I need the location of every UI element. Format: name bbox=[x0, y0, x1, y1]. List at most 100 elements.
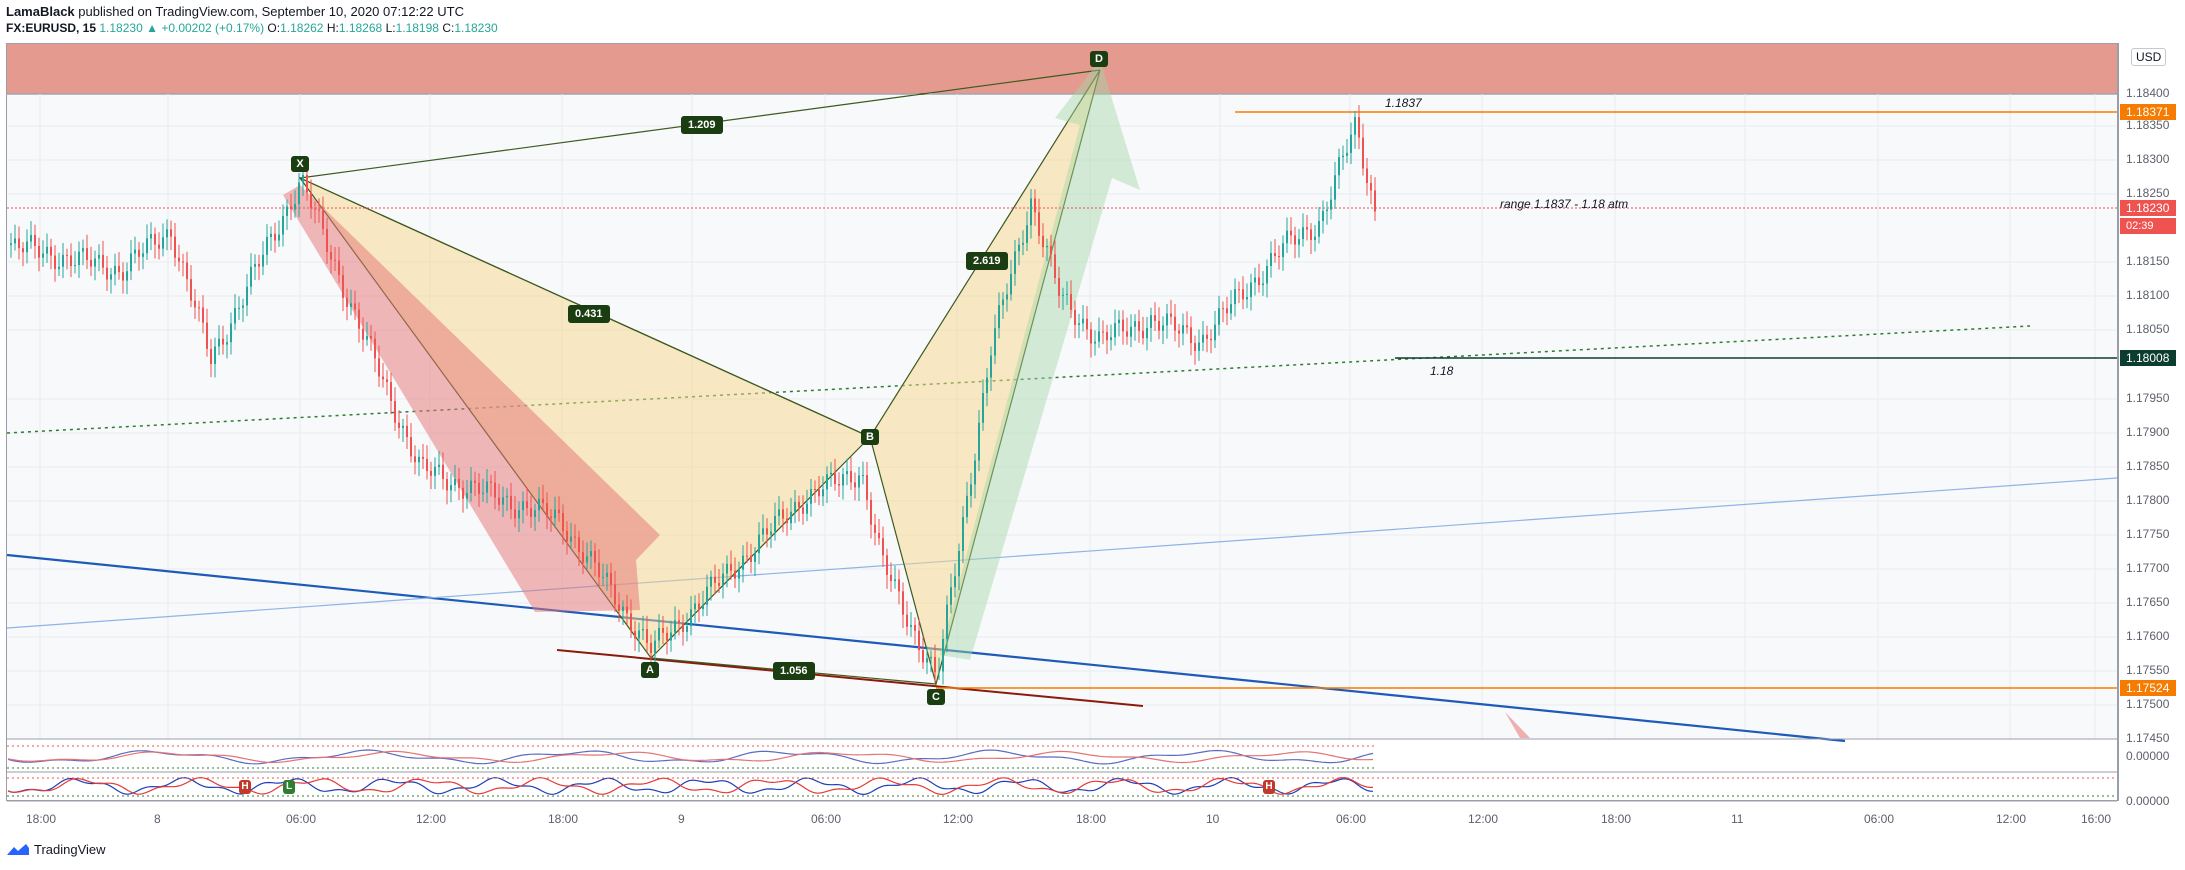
candle-body bbox=[626, 606, 628, 614]
point-d-label[interactable]: D bbox=[1090, 51, 1108, 67]
candle-body bbox=[858, 475, 860, 488]
ratio-xd[interactable]: 1.209 bbox=[681, 116, 723, 134]
candle-body bbox=[486, 481, 488, 493]
candle-body bbox=[758, 534, 760, 554]
ratio-ac[interactable]: 1.056 bbox=[773, 662, 815, 680]
candle-body bbox=[1226, 308, 1228, 314]
candle-body bbox=[1038, 212, 1040, 236]
candle-body bbox=[862, 475, 864, 477]
candle-body bbox=[174, 236, 176, 258]
tradingview-footer[interactable]: TradingView bbox=[6, 842, 106, 857]
candle-body bbox=[170, 229, 172, 237]
candle-body bbox=[1098, 331, 1100, 342]
candle-body bbox=[1298, 239, 1300, 245]
tradingview-logo-icon bbox=[7, 843, 29, 855]
candle-body bbox=[1086, 318, 1088, 330]
currency-button[interactable]: USD bbox=[2131, 48, 2167, 66]
candle-body bbox=[1178, 330, 1180, 334]
candle-body bbox=[402, 425, 404, 429]
candle-body bbox=[886, 555, 888, 575]
publish-info: LamaBlack published on TradingView.com, … bbox=[6, 4, 464, 19]
down-arrow bbox=[283, 185, 660, 612]
candle-body bbox=[146, 238, 148, 254]
symbol-name[interactable]: FX:EURUSD, 15 bbox=[6, 21, 97, 35]
price-axis[interactable] bbox=[2118, 43, 2185, 801]
candle-body bbox=[1174, 316, 1176, 331]
candle-body bbox=[1010, 273, 1012, 295]
candle-body bbox=[98, 254, 100, 259]
candle-body bbox=[978, 422, 980, 461]
candle-body bbox=[234, 308, 236, 324]
candle-body bbox=[1074, 309, 1076, 325]
candle-body bbox=[1062, 294, 1064, 296]
candle-body bbox=[290, 206, 292, 210]
candle-body bbox=[1054, 254, 1056, 278]
candle-body bbox=[582, 552, 584, 563]
candle-body bbox=[1134, 321, 1136, 327]
candle-body bbox=[490, 481, 492, 483]
candle-body bbox=[330, 251, 332, 260]
candle-body bbox=[1354, 117, 1356, 135]
candle-body bbox=[374, 338, 376, 359]
candle-body bbox=[454, 478, 456, 486]
candle-body bbox=[230, 323, 232, 343]
candle-body bbox=[394, 400, 396, 423]
candle-body bbox=[46, 246, 48, 254]
candle-body bbox=[466, 492, 468, 499]
candle-body bbox=[1266, 265, 1268, 284]
oscillator-line bbox=[7, 776, 1373, 796]
candle-body bbox=[406, 425, 408, 438]
candle-body bbox=[1370, 182, 1372, 191]
candle-body bbox=[1042, 235, 1044, 248]
candle-body bbox=[126, 271, 128, 281]
candle-body bbox=[950, 587, 952, 605]
author-name[interactable]: LamaBlack bbox=[6, 4, 75, 19]
candle-body bbox=[1202, 334, 1204, 343]
candle-body bbox=[538, 498, 540, 511]
candle-body bbox=[594, 551, 596, 563]
candle-body bbox=[874, 524, 876, 533]
point-x-label[interactable]: X bbox=[291, 156, 309, 172]
candle-body bbox=[550, 516, 552, 519]
candle-body bbox=[842, 474, 844, 486]
ratio-xb[interactable]: 0.431 bbox=[568, 305, 610, 323]
candle-body bbox=[682, 622, 684, 632]
candle-body bbox=[366, 336, 368, 340]
price-tick-label: 1.18350 bbox=[2126, 118, 2170, 132]
candle-body bbox=[162, 237, 164, 249]
candle-body bbox=[742, 555, 744, 570]
candle-body bbox=[1334, 175, 1336, 200]
candle-body bbox=[870, 499, 872, 525]
point-b-label[interactable]: B bbox=[861, 429, 879, 445]
candle-body bbox=[30, 235, 32, 242]
symbol-legend: FX:EURUSD, 15 1.18230 ▲ +0.00202 (+0.17%… bbox=[6, 21, 498, 35]
candle-body bbox=[722, 573, 724, 586]
candle-body bbox=[670, 632, 672, 641]
point-c-label[interactable]: C bbox=[927, 689, 945, 705]
candle-body bbox=[214, 346, 216, 365]
candle-body bbox=[430, 470, 432, 476]
candle-body bbox=[1306, 227, 1308, 230]
candle-body bbox=[778, 509, 780, 517]
candle-body bbox=[638, 630, 640, 639]
candle-body bbox=[1290, 230, 1292, 236]
candle-body bbox=[634, 631, 636, 639]
candle-body bbox=[342, 275, 344, 298]
price-tick-label: 1.18050 bbox=[2126, 322, 2170, 336]
candle-body bbox=[1310, 229, 1312, 241]
candle-body bbox=[854, 482, 856, 488]
candle-body bbox=[630, 613, 632, 632]
candle-body bbox=[522, 501, 524, 511]
candle-body bbox=[78, 251, 80, 266]
candle-body bbox=[786, 518, 788, 524]
candle-body bbox=[762, 528, 764, 535]
point-a-label[interactable]: A bbox=[641, 662, 659, 678]
high-label: H: bbox=[326, 21, 339, 35]
ratio-bd[interactable]: 2.619 bbox=[966, 252, 1008, 270]
level-mid-note: 1.18 bbox=[1430, 364, 1454, 378]
range-note: range 1.1837 - 1.18 atm bbox=[1500, 197, 1629, 211]
candle-body bbox=[198, 307, 200, 309]
tag-level-high: 1.18371 bbox=[2120, 104, 2176, 120]
price-tick-label: 1.17900 bbox=[2126, 425, 2170, 439]
